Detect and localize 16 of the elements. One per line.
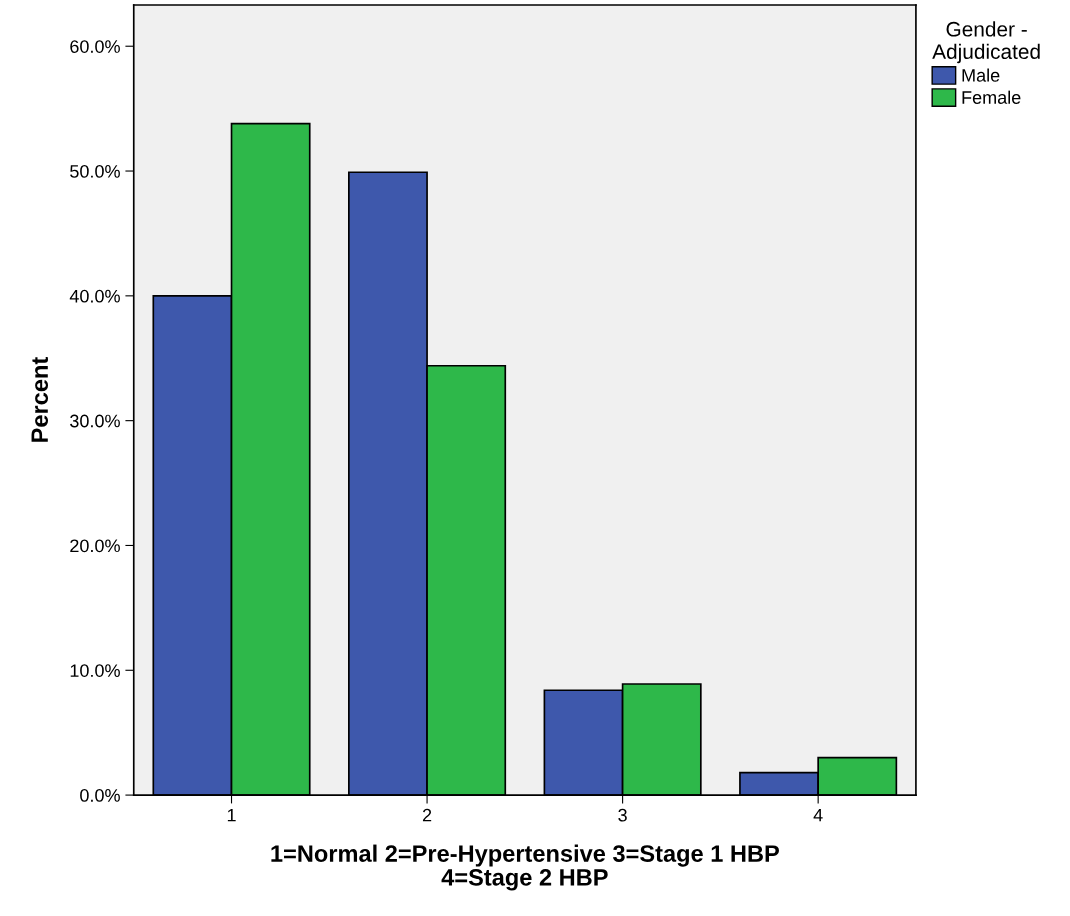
y-tick-label: 0.0% — [80, 789, 120, 802]
y-axis-title: Percent — [31, 357, 49, 442]
y-tick-label: 50.0% — [70, 164, 120, 178]
x-tick-label: 3 — [618, 808, 627, 822]
y-tick-label: 30.0% — [70, 414, 120, 428]
legend-title: Gender - Adjudicated — [932, 21, 1040, 64]
y-tick-label: 10.0% — [70, 664, 120, 677]
x-axis-title: 1=Normal 2=Pre-Hypertensive 3=Stage 1 HBP 4=Stage 2 HBP — [271, 844, 779, 891]
legend-label: Male — [962, 68, 1000, 82]
x-tick-label: 2 — [422, 808, 432, 822]
y-tick-label: 40.0% — [69, 289, 120, 303]
x-tick-label: 4 — [813, 808, 823, 822]
y-tick-label: 60.0% — [70, 40, 120, 53]
x-tick-label: 1 — [227, 808, 236, 822]
y-tick-label: 20.0% — [70, 539, 120, 553]
legend-label: Female — [962, 90, 1021, 104]
